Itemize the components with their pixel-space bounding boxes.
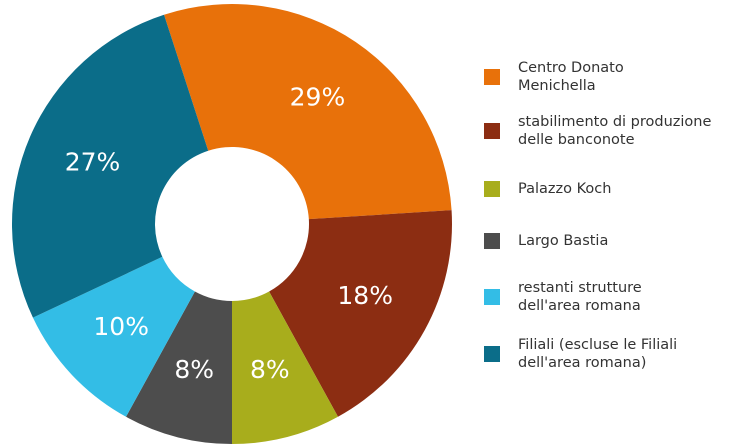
legend-swatch [484,69,500,85]
legend-label: Centro Donato Menichella [518,60,624,94]
value-label: 8% [250,355,290,384]
slice [32,256,195,417]
legend-item: Filiali (escluse le Filiali dell'area ro… [484,336,677,372]
slice [232,291,338,444]
slice [126,291,232,444]
legend-item: restanti strutture dell'area romana [484,279,642,315]
value-label: 8% [174,355,214,384]
legend-label: Palazzo Koch [518,181,612,197]
legend-swatch [484,346,500,362]
legend-label: stabilimento di produzione delle bancono… [518,114,712,148]
slice [269,210,452,417]
legend-swatch [484,181,500,197]
legend-label: Filiali (escluse le Filiali dell'area ro… [518,337,678,371]
legend-item: Largo Bastia [484,223,608,259]
value-label: 27% [65,148,121,177]
value-label: 29% [290,82,346,111]
slice [164,3,452,220]
legend-item: stabilimento di produzione delle bancono… [484,113,711,149]
legend-label: restanti strutture dell'area romana [518,280,642,314]
legend-label: Largo Bastia [518,233,609,249]
slice [12,14,209,318]
legend-swatch [484,289,500,305]
legend-item: Palazzo Koch [484,171,611,207]
legend-swatch [484,123,500,139]
legend-item: Centro Donato Menichella [484,59,624,95]
legend-swatch [484,233,500,249]
value-label: 10% [93,312,149,341]
value-label: 18% [337,281,393,310]
